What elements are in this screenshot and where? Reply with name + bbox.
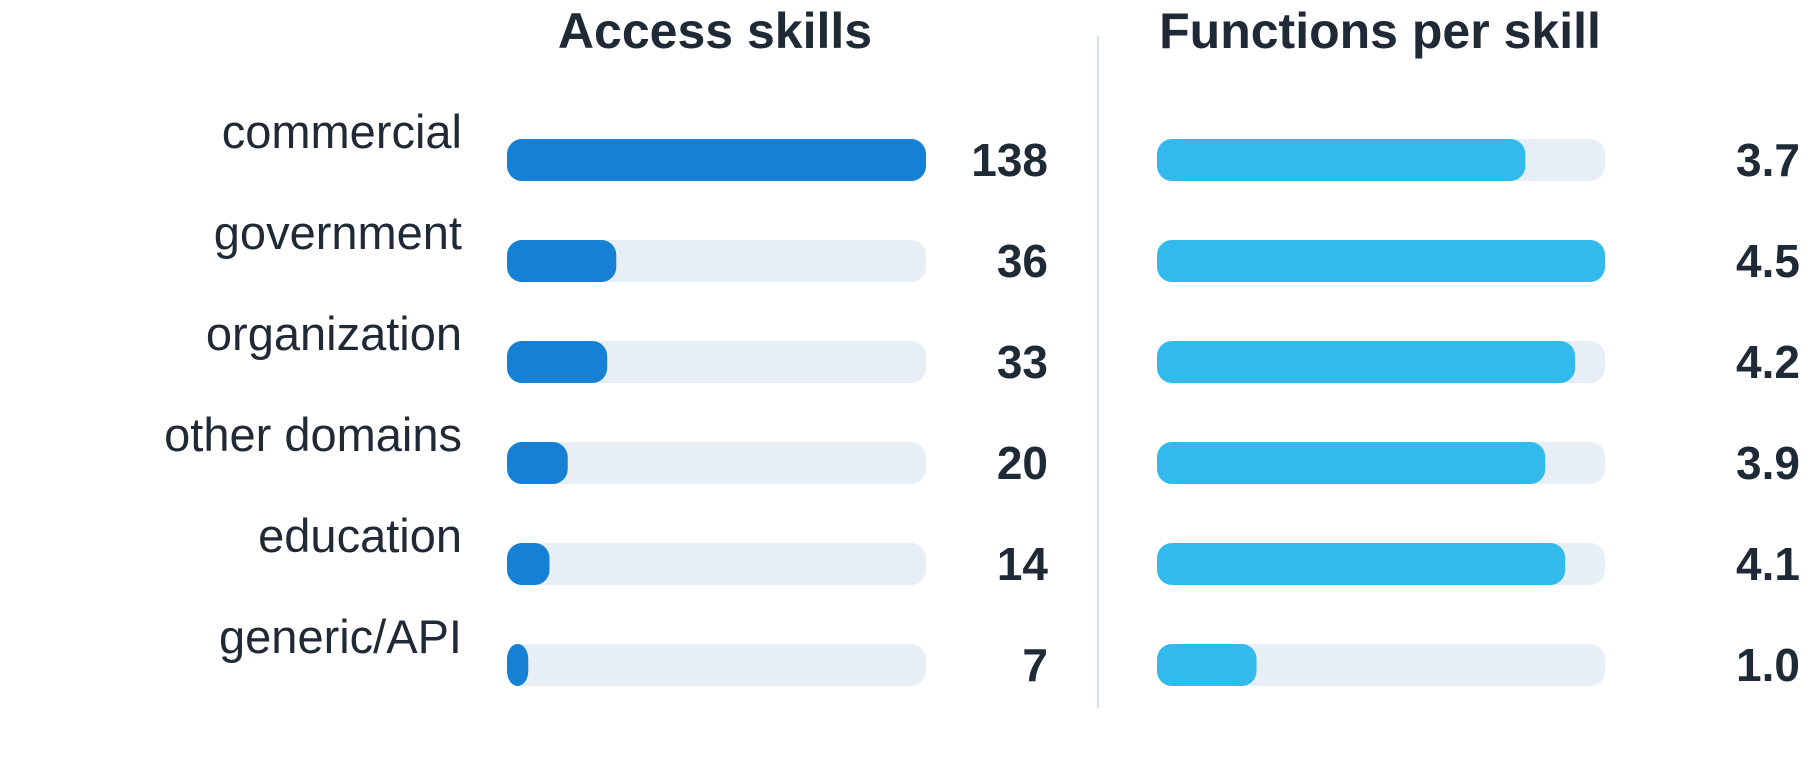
- category-label-commercial: commercial: [222, 105, 462, 158]
- bar-p1-education: [507, 543, 550, 585]
- value-label-p1-generic-api: 7: [1022, 639, 1048, 691]
- category-label-organization: organization: [206, 307, 462, 360]
- value-label-p1-organization: 33: [997, 336, 1048, 388]
- bar-p1-generic-api: [507, 644, 529, 686]
- value-label-p1-other-domains: 20: [997, 437, 1048, 489]
- value-label-p1-government: 36: [997, 235, 1048, 287]
- value-label-p1-commercial: 138: [971, 134, 1048, 186]
- category-label-education: education: [258, 509, 462, 562]
- value-label-p2-commercial: 3.7: [1736, 134, 1800, 186]
- bar-p2-other-domains: [1157, 442, 1546, 484]
- value-label-p2-education: 4.1: [1736, 538, 1800, 590]
- bar-track-p1-other-domains: [507, 442, 926, 484]
- category-label-generic-api: generic/API: [219, 610, 462, 663]
- bar-track-p1-generic-api: [507, 644, 926, 686]
- bar-p2-government: [1157, 240, 1605, 282]
- bar-p2-organization: [1157, 341, 1576, 383]
- bar-track-p1-organization: [507, 341, 926, 383]
- bar-p1-commercial: [507, 139, 926, 181]
- category-label-other-domains: other domains: [164, 408, 462, 461]
- bar-p1-government: [507, 240, 617, 282]
- value-label-p2-organization: 4.2: [1736, 336, 1800, 388]
- value-label-p1-education: 14: [997, 538, 1049, 590]
- bar-track-p2-generic-api: [1157, 644, 1605, 686]
- chart-marks: commercial government organization other do…: [164, 105, 1800, 691]
- bar-p1-other-domains: [507, 442, 568, 484]
- value-label-p2-generic-api: 1.0: [1736, 639, 1800, 691]
- bar-p2-education: [1157, 543, 1566, 585]
- category-label-government: government: [214, 206, 462, 259]
- panel-title-functions-per-skill: Functions per skill: [1159, 3, 1601, 59]
- bar-p2-commercial: [1157, 139, 1526, 181]
- value-label-p2-government: 4.5: [1736, 235, 1800, 287]
- bar-track-p1-education: [507, 543, 926, 585]
- panel-title-access-skills: Access skills: [558, 3, 872, 59]
- bar-p2-generic-api: [1157, 644, 1257, 686]
- value-label-p2-other-domains: 3.9: [1736, 437, 1800, 489]
- bar-p1-organization: [507, 341, 608, 383]
